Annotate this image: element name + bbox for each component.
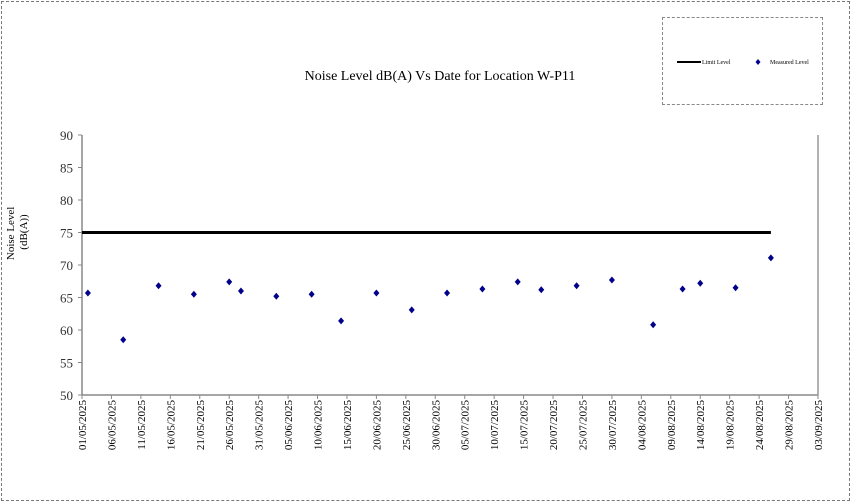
x-tick-label: 14/08/2025 <box>695 400 707 451</box>
measured-point <box>120 336 127 344</box>
x-tick-label: 26/05/2025 <box>224 400 236 451</box>
x-tick-label: 04/08/2025 <box>636 400 648 451</box>
y-axis-label: Noise Level (dB(A)) <box>5 204 30 260</box>
measured-point <box>767 254 774 262</box>
x-tick-label: 21/05/2025 <box>195 400 207 451</box>
y-tick-label: 60 <box>60 323 73 338</box>
x-tick-label: 30/06/2025 <box>430 400 442 451</box>
x-tick-label: 05/06/2025 <box>283 400 295 451</box>
x-tick-label: 10/06/2025 <box>313 400 325 451</box>
measured-point <box>155 282 162 290</box>
x-tick-label: 15/06/2025 <box>342 400 354 451</box>
measured-point <box>538 286 545 294</box>
y-tick-label: 90 <box>60 128 73 143</box>
measured-point <box>608 276 615 284</box>
x-tick-label: 29/08/2025 <box>784 400 796 451</box>
measured-point <box>573 282 580 290</box>
measured-point <box>84 289 91 297</box>
legend: Limit Level Measured Level <box>662 17 823 105</box>
measured-point <box>308 290 315 298</box>
y-tick-label: 80 <box>60 193 73 208</box>
measured-point <box>338 317 345 325</box>
x-tick-label: 10/07/2025 <box>489 400 501 451</box>
measured-point <box>679 285 686 293</box>
y-tick-label: 50 <box>60 388 73 403</box>
measured-point <box>479 285 486 293</box>
measured-point <box>444 289 451 297</box>
measured-point <box>190 290 197 298</box>
x-tick-label: 06/05/2025 <box>106 400 118 451</box>
y-tick-label: 55 <box>60 356 73 371</box>
measured-point <box>697 279 704 287</box>
x-tick-label: 05/07/2025 <box>460 400 472 451</box>
measured-point <box>273 292 280 300</box>
x-tick-label: 09/08/2025 <box>666 400 678 451</box>
measured-point <box>650 321 657 329</box>
measured-point <box>514 278 521 286</box>
x-tick-label: 11/05/2025 <box>136 400 148 450</box>
y-tick-label: 75 <box>60 226 73 241</box>
x-tick-label: 24/08/2025 <box>754 400 766 451</box>
x-tick-label: 25/07/2025 <box>577 400 589 451</box>
x-tick-label: 20/07/2025 <box>548 400 560 451</box>
measured-point <box>373 289 380 297</box>
measured-point <box>408 306 415 314</box>
measured-point <box>226 278 233 286</box>
x-tick-label: 16/05/2025 <box>165 400 177 451</box>
legend-limit-label: Limit Level <box>702 60 731 66</box>
legend-measured-label: Measured Level <box>770 60 809 66</box>
y-axis-label-line-2: (dB(A)) <box>18 214 30 250</box>
y-axis-label-line-1: Noise Level <box>5 207 17 260</box>
measured-point <box>237 287 244 295</box>
chart-title: Noise Level dB(A) Vs Date for Location W… <box>305 69 576 84</box>
x-tick-label: 15/07/2025 <box>519 400 531 451</box>
x-tick-label: 20/06/2025 <box>371 400 383 451</box>
y-tick-label: 85 <box>60 161 73 176</box>
measured-point <box>732 284 739 292</box>
legend-measured-marker-icon <box>755 59 761 65</box>
x-tick-label: 19/08/2025 <box>725 400 737 451</box>
y-tick-label: 65 <box>60 291 73 306</box>
y-tick-label: 70 <box>60 258 73 273</box>
x-tick-label: 25/06/2025 <box>401 400 413 451</box>
x-tick-label: 31/05/2025 <box>254 400 266 451</box>
x-tick-label: 30/07/2025 <box>607 400 619 451</box>
legend-graphic: Limit Level Measured Level <box>677 59 809 66</box>
x-tick-label: 03/09/2025 <box>813 400 825 451</box>
x-tick-label: 01/05/2025 <box>77 400 89 451</box>
